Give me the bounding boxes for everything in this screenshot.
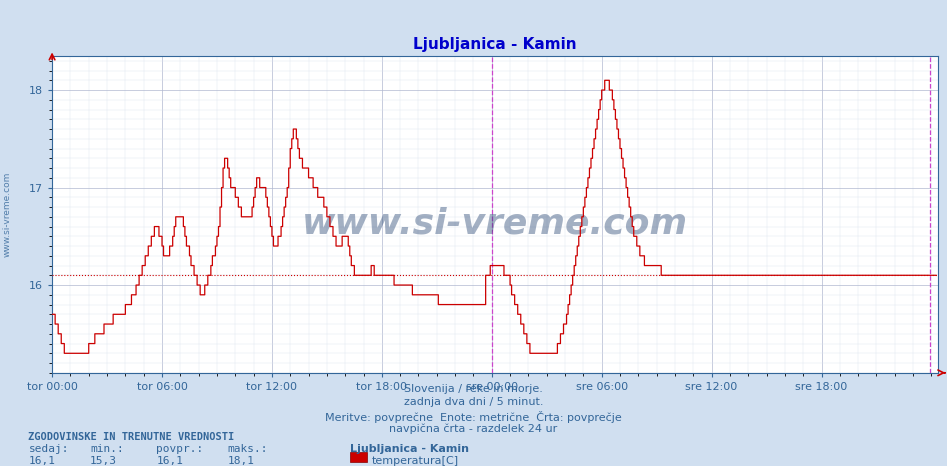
Text: 15,3: 15,3 [90, 456, 117, 466]
Text: Ljubljanica - Kamin: Ljubljanica - Kamin [350, 444, 470, 453]
Text: Meritve: povprečne  Enote: metrične  Črta: povprečje: Meritve: povprečne Enote: metrične Črta:… [325, 411, 622, 423]
Text: 16,1: 16,1 [28, 456, 56, 466]
Text: 16,1: 16,1 [156, 456, 184, 466]
Text: povpr.:: povpr.: [156, 444, 204, 453]
Text: www.si-vreme.com: www.si-vreme.com [3, 171, 12, 257]
Text: temperatura[C]: temperatura[C] [372, 456, 459, 466]
Text: min.:: min.: [90, 444, 124, 453]
Text: www.si-vreme.com: www.si-vreme.com [302, 207, 688, 241]
Text: Slovenija / reke in morje.: Slovenija / reke in morje. [404, 384, 543, 394]
Text: maks.:: maks.: [227, 444, 268, 453]
Title: Ljubljanica - Kamin: Ljubljanica - Kamin [413, 37, 577, 52]
Text: sedaj:: sedaj: [28, 444, 69, 453]
Text: navpična črta - razdelek 24 ur: navpična črta - razdelek 24 ur [389, 424, 558, 434]
Text: 18,1: 18,1 [227, 456, 255, 466]
Text: ZGODOVINSKE IN TRENUTNE VREDNOSTI: ZGODOVINSKE IN TRENUTNE VREDNOSTI [28, 432, 235, 442]
Text: zadnja dva dni / 5 minut.: zadnja dva dni / 5 minut. [403, 397, 544, 407]
